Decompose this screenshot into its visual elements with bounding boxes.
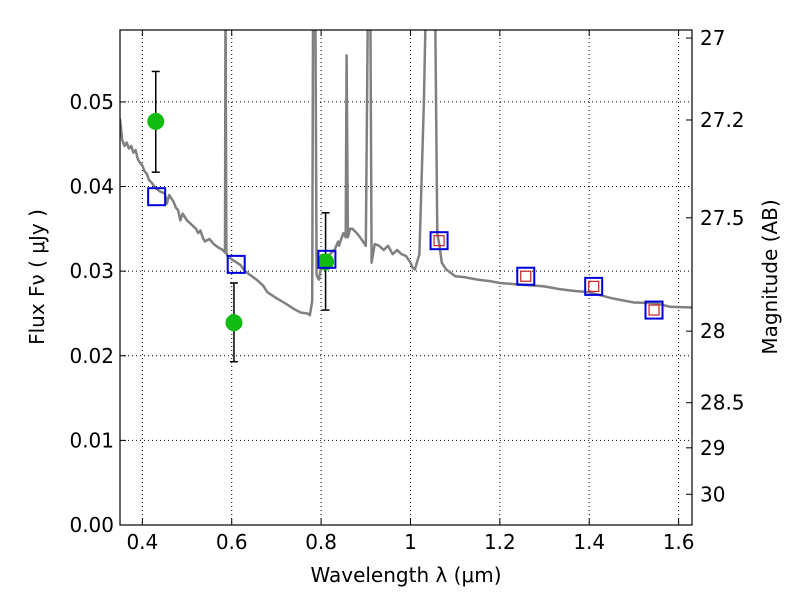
plot-frame	[119, 29, 693, 526]
model-flux-square	[429, 231, 449, 251]
y-tick-label: 0.02	[69, 344, 114, 368]
mag-tick-label: 28.5	[700, 391, 745, 415]
mag-tick-label: 28	[700, 319, 725, 343]
y-tick-label: 0.00	[69, 513, 114, 537]
mag-tick-label: 30	[700, 482, 725, 506]
model-flux-square	[147, 187, 167, 207]
y-axis-title: Flux Fν ( μJy )	[25, 209, 49, 345]
y-tick-label: 0.05	[69, 90, 114, 114]
observed-flux-point	[147, 112, 165, 130]
model-flux-inner-square	[520, 270, 532, 282]
x-tick-label: 0.8	[305, 530, 337, 554]
series-layer	[120, 30, 692, 363]
model-flux-square	[226, 254, 246, 274]
y-tick-label: 0.03	[69, 259, 114, 283]
model-flux-square	[644, 300, 664, 320]
x-tick-label: 1.6	[663, 530, 695, 554]
mag-tick-label: 27.2	[700, 108, 745, 132]
right-axis-title: Magnitude (AB)	[758, 199, 782, 354]
model-flux-inner-square	[648, 304, 660, 316]
mag-tick-label: 27	[700, 26, 725, 50]
model-flux-square	[516, 266, 536, 286]
x-tick-label: 0.6	[216, 530, 248, 554]
x-tick-label: 1.4	[573, 530, 605, 554]
model-flux-square	[317, 249, 337, 269]
mag-tick-label: 29	[700, 436, 725, 460]
model-flux-square	[584, 276, 604, 296]
x-tick-label: 0.4	[126, 530, 158, 554]
axes-layer: 0.4 0.6 0.8 1 1.2 1.4 1.6 0.00 0.01 0.02 0.03 0.04 0…	[69, 26, 744, 554]
model-flux-inner-square	[433, 235, 445, 247]
y-tick-label: 0.01	[69, 428, 114, 452]
x-tick-label: 1	[404, 530, 417, 554]
grid-layer	[120, 30, 692, 526]
x-tick-label: 1.2	[484, 530, 516, 554]
mag-tick-label: 27.5	[700, 206, 745, 230]
model-flux-inner-square	[588, 280, 600, 292]
model-spectrum-line	[120, 30, 692, 317]
x-axis-title: Wavelength λ (μm)	[310, 563, 501, 587]
observed-flux-point	[225, 314, 243, 332]
plot-area	[120, 30, 692, 363]
y-tick-label: 0.04	[69, 175, 114, 199]
